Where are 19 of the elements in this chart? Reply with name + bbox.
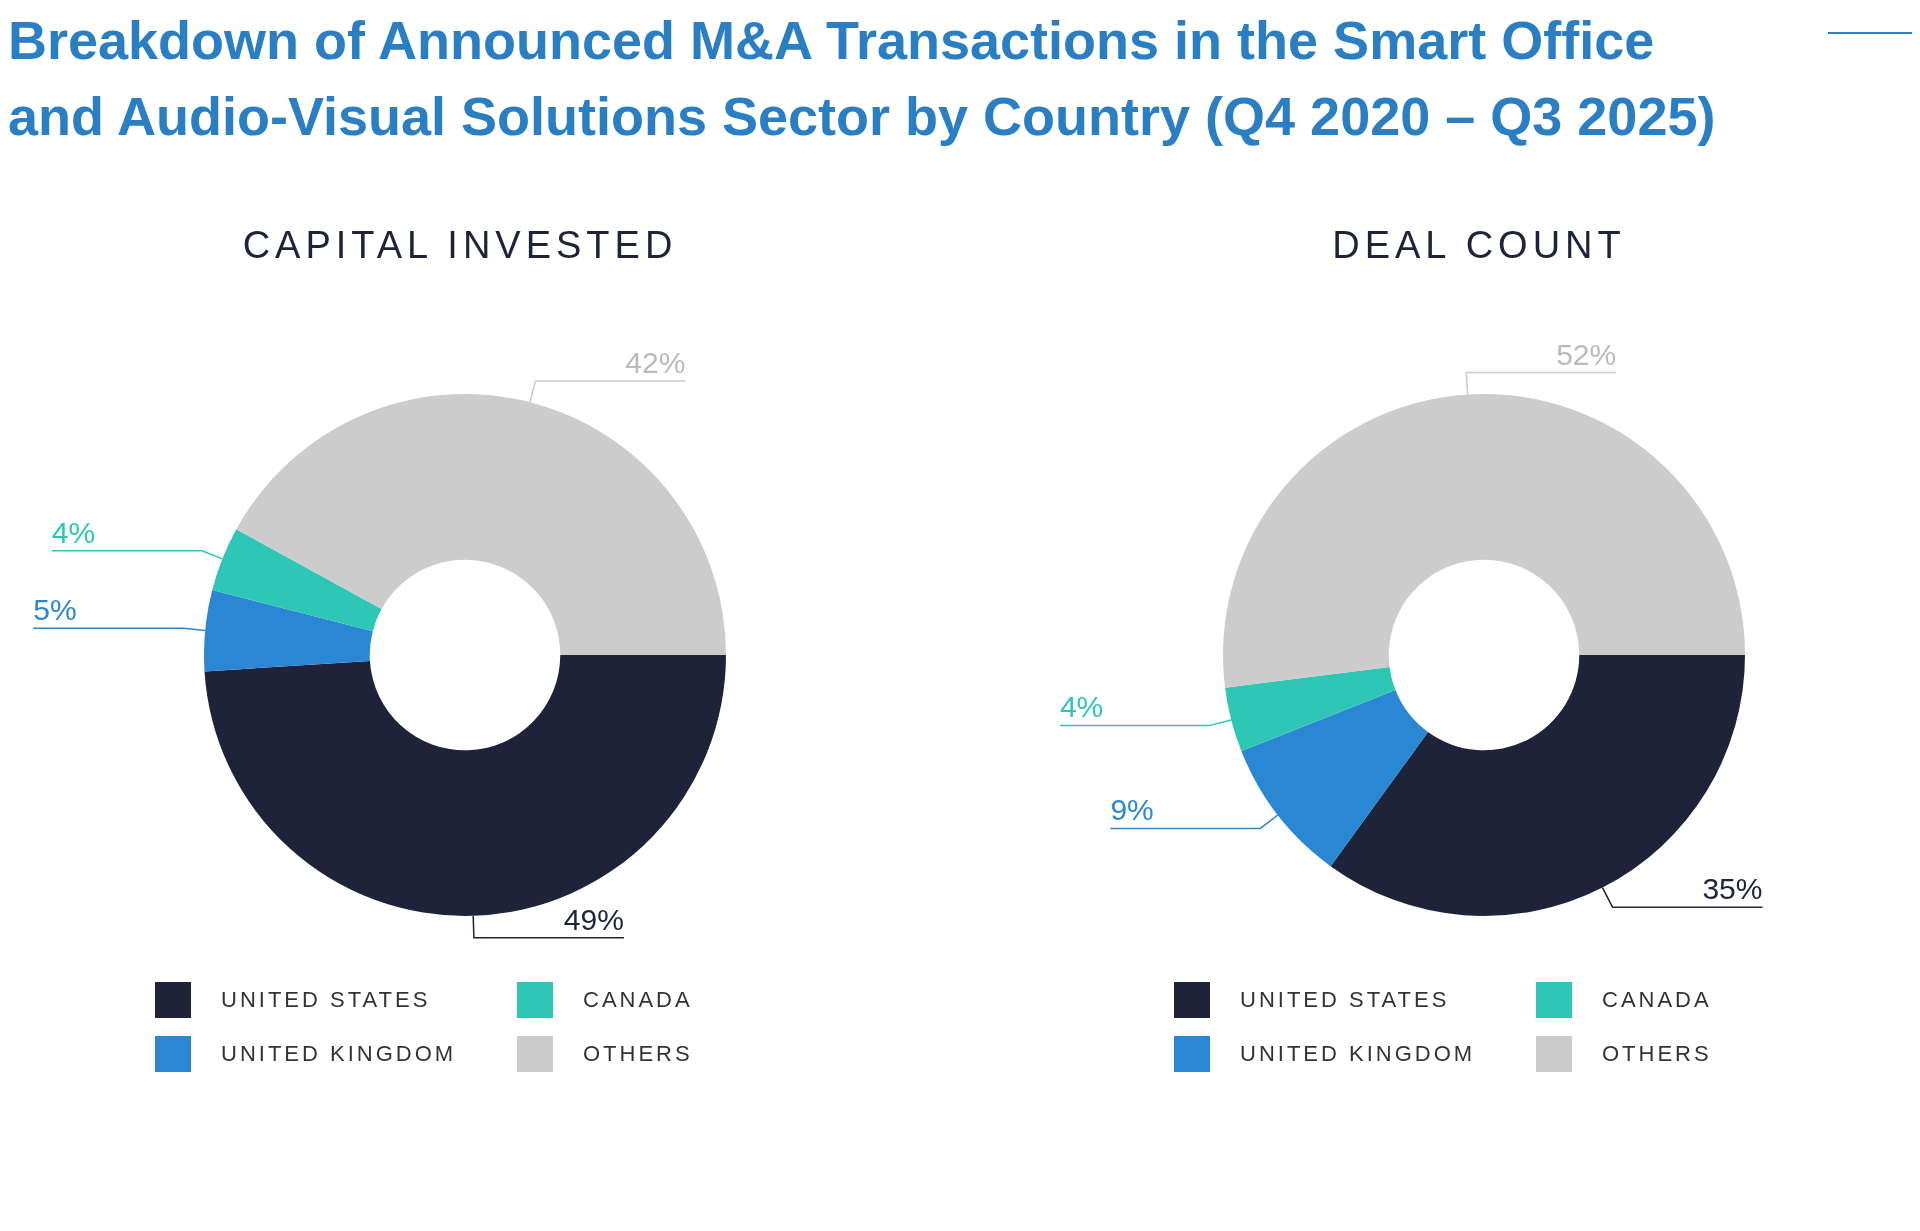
chart-title: DEAL COUNT [1331,224,1627,267]
legend-label: OTHERS [583,1041,693,1067]
legend-label: OTHERS [1602,1041,1712,1067]
data-label: 5% [33,593,77,627]
legend-label: UNITED STATES [1240,987,1450,1013]
data-label: 9% [1110,793,1154,827]
legend-label: UNITED KINGDOM [221,1041,457,1067]
data-label: 42% [625,345,686,379]
data-label: 4% [1059,690,1104,724]
chart-subtitle: CAPITAL INVESTED [241,224,679,267]
data-label: 52% [1556,337,1617,371]
legend-label: CANADA [1602,987,1712,1013]
data-label: 35% [1702,872,1763,906]
data-label: 49% [563,902,624,936]
legend-label: UNITED STATES [221,987,431,1013]
legend-label: UNITED KINGDOM [1240,1041,1476,1067]
legend-label: CANADA [583,987,693,1013]
text: Breakdown of Announced M&A Transactions in the Smart Office and Audio-Visual Solutions Sector by Country (Q4 2020 – Q3 2025) [8,9,1717,148]
data-label: 4% [51,515,96,549]
